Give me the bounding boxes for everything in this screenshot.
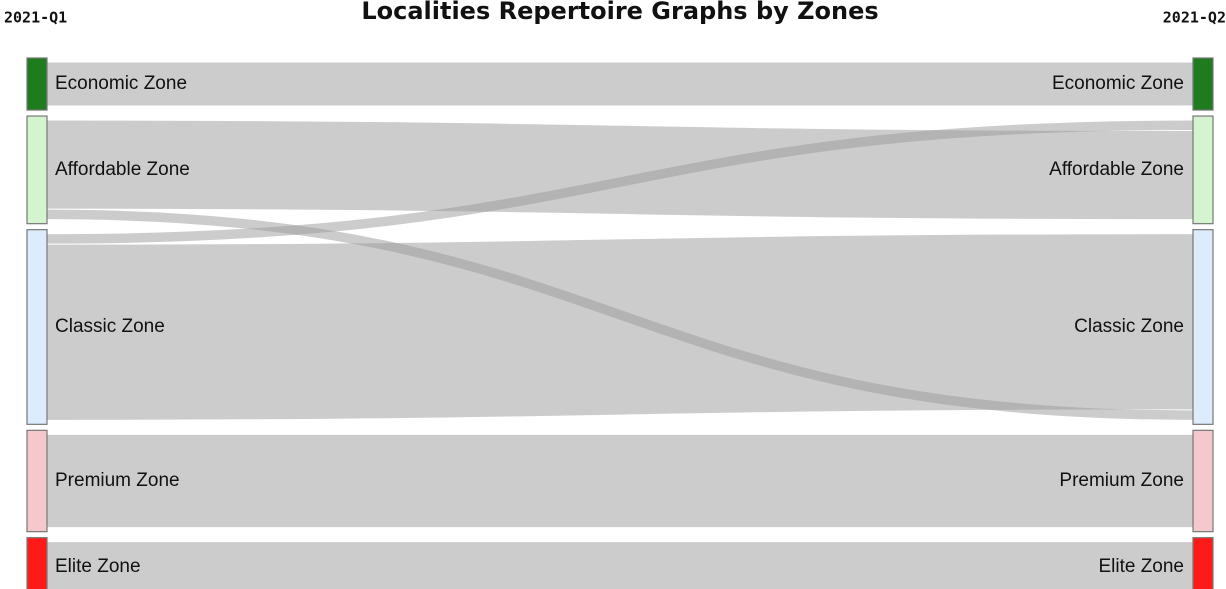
node (26, 537, 48, 589)
node-label: Premium Zone (55, 470, 180, 491)
link (46, 120, 1194, 220)
node (1192, 537, 1214, 589)
node (26, 115, 48, 225)
node-label: Economic Zone (1052, 73, 1184, 94)
node-label: Classic Zone (55, 316, 165, 337)
node-label: Elite Zone (1098, 556, 1184, 577)
node-label: Economic Zone (55, 73, 187, 94)
stage-label: 2021-Q2 (1163, 9, 1226, 27)
node (1192, 429, 1214, 533)
node (26, 429, 48, 533)
node (1192, 115, 1214, 225)
node (26, 229, 48, 425)
chart-title: Localities Repertoire Graphs by Zones (361, 0, 878, 25)
node-label: Premium Zone (1059, 470, 1184, 491)
node-label: Classic Zone (1074, 316, 1184, 337)
stage-label: 2021-Q1 (4, 9, 67, 27)
link (46, 120, 1194, 244)
node (26, 57, 48, 111)
node-label: Affordable Zone (55, 159, 190, 180)
node (1192, 57, 1214, 111)
node (1192, 229, 1214, 425)
link (46, 234, 1194, 420)
node-label: Affordable Zone (1049, 159, 1184, 180)
node-label: Elite Zone (55, 556, 141, 577)
